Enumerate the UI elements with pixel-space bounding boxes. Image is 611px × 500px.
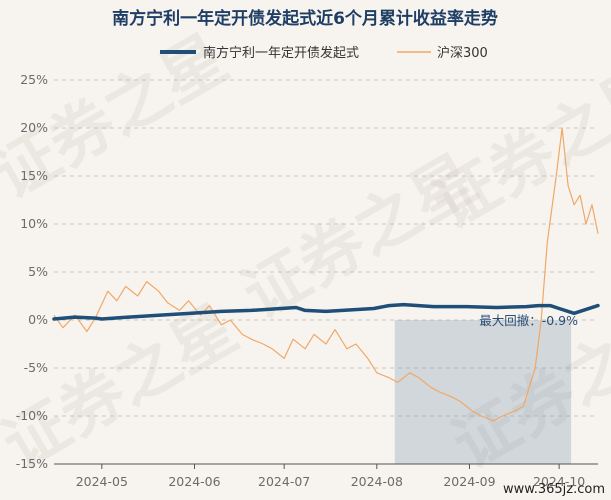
x-tick-label: 2024-08 — [351, 474, 403, 489]
y-tick-label: 0% — [28, 312, 48, 327]
chart-title: 南方宁利一年定开债发起式近6个月累计收益率走势 — [112, 8, 498, 29]
x-tick-label: 2024-06 — [168, 474, 220, 489]
x-tick-label: 2024-05 — [76, 474, 128, 489]
y-tick-label: -5% — [24, 360, 48, 375]
legend: 南方宁利一年定开债发起式 沪深300 — [160, 45, 488, 61]
y-tick-label: 25% — [20, 72, 48, 87]
y-tick-label: 15% — [20, 168, 48, 183]
legend-label-index: 沪深300 — [437, 45, 488, 61]
y-tick-label: 20% — [20, 120, 48, 135]
series-line-index — [53, 127, 599, 422]
x-tick-label: 2024-09 — [443, 474, 495, 489]
site-watermark: www.365jz.com — [503, 482, 605, 497]
legend-label-fund: 南方宁利一年定开债发起式 — [203, 45, 359, 61]
x-tick-label: 2024-10 — [533, 474, 585, 489]
y-tick-label: -10% — [16, 408, 48, 423]
x-tick-label: 2024-07 — [258, 474, 310, 489]
y-tick-label: 5% — [28, 264, 48, 279]
series-layer — [52, 127, 600, 422]
y-tick-label: -15% — [16, 456, 48, 471]
axis-layer: 25% 20% 15% 10% 5% 0% -5% -10% -15% 2024-05 2024-0… — [16, 72, 598, 489]
y-tick-label: 10% — [20, 216, 48, 231]
max-drawdown-region — [394, 320, 572, 464]
series-line-fund — [52, 302, 600, 321]
drawdown-layer — [394, 320, 572, 464]
max-drawdown-label: 最大回撤：-0.9% — [479, 313, 578, 328]
